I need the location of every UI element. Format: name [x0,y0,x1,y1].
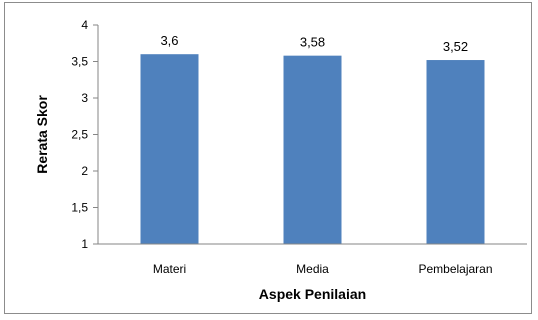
bar [283,55,342,244]
y-axis-ticks: 1 1,5 2 2,5 3 3,5 4 [71,18,98,251]
y-tick-label: 2 [81,164,88,178]
y-tick-label: 3,5 [71,55,88,69]
x-axis-title: Aspek Penilaian [259,286,366,302]
bar-data-label: 3,52 [443,39,468,54]
y-tick-label: 1 [81,237,88,251]
x-category-label: Pembelajaran [418,262,492,276]
bar [140,54,199,245]
x-category-label: Media [296,262,329,276]
y-tick-label: 3 [81,91,88,105]
y-axis-title: Rerata Skor [34,95,50,174]
bar [426,60,485,244]
y-tick-label: 4 [81,18,88,32]
y-tick-label: 1,5 [71,201,88,215]
data-labels: 3,6 3,58 3,52 [160,33,468,54]
bar-data-label: 3,58 [300,35,325,50]
x-axis-categories: Materi Media Pembelajaran [153,262,493,276]
chart-frame: 1 1,5 2 2,5 3 3,5 4 3,6 3,58 3,52 Materi Media Pem… [4,2,532,314]
x-category-label: Materi [153,262,186,276]
y-tick-label: 2,5 [71,128,88,142]
bar-data-label: 3,6 [160,33,178,48]
bars [140,54,485,245]
bar-chart: 1 1,5 2 2,5 3 3,5 4 3,6 3,58 3,52 Materi Media Pem… [34,18,527,302]
